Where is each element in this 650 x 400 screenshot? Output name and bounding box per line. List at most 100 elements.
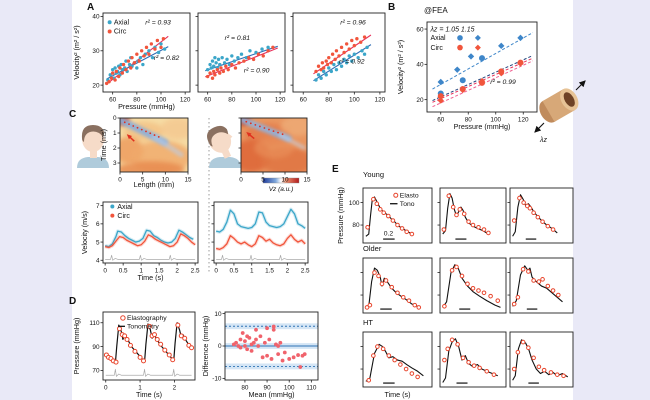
chart-E2: [437, 187, 507, 244]
svg-text:Tono: Tono: [400, 201, 415, 208]
svg-text:60: 60: [437, 117, 445, 124]
chart-C-heat-left: 0 5 10 15 0 1 2 3 Length (mm) Time (ms): [99, 115, 192, 189]
svg-text:1.5: 1.5: [155, 268, 164, 275]
svg-text:120: 120: [275, 97, 286, 104]
svg-text:4: 4: [96, 257, 100, 264]
svg-text:120: 120: [518, 117, 529, 124]
chart-C-vel-left: 0 0.5 1 1.5 2 2.5 4 5 6 7 Time (s) Velocity (m/s) Ax…: [80, 201, 200, 282]
svg-text:90: 90: [264, 385, 272, 392]
svg-text:1: 1: [113, 130, 117, 137]
svg-text:Circ: Circ: [117, 213, 130, 220]
cylinder-lambda-label: λz: [539, 137, 547, 144]
svg-text:Axial: Axial: [117, 204, 133, 211]
svg-text:1: 1: [138, 385, 142, 392]
svg-text:0: 0: [118, 177, 122, 184]
chart-A3: 60 80 100 120 r² = 0.96 r² = 0.92: [290, 12, 386, 104]
svg-text:2.5: 2.5: [191, 268, 200, 275]
chart-E7: Time (s): [360, 331, 433, 399]
panel-c-label: C: [69, 109, 77, 120]
svg-text:r² = 0.93: r² = 0.93: [145, 19, 171, 26]
svg-text:5: 5: [96, 239, 100, 246]
svg-text:5: 5: [141, 177, 145, 184]
chart-A2: 60 80 100 120 r² = 0.81 r² = 0.90: [195, 12, 286, 104]
svg-text:r² = 0.90: r² = 0.90: [244, 68, 270, 75]
fea-title: @FEA: [424, 6, 448, 15]
svg-text:1: 1: [139, 268, 143, 275]
chart-C-heat-right: 0 5 10 15: [238, 117, 311, 184]
panel-e-label: E: [332, 164, 339, 175]
svg-text:100: 100: [284, 385, 295, 392]
svg-text:2: 2: [175, 268, 179, 275]
svg-text:Elasto: Elasto: [400, 192, 419, 199]
row-label-ht: HT: [363, 318, 373, 327]
row-label-older: Older: [363, 244, 382, 253]
chart-E4: [360, 257, 433, 314]
svg-text:0.5: 0.5: [229, 268, 238, 275]
svg-text:80: 80: [465, 117, 473, 124]
svg-text:2: 2: [113, 145, 117, 152]
patient-head-tilted-icon: [207, 125, 241, 168]
svg-text:0: 0: [218, 343, 222, 350]
svg-text:Tonometry: Tonometry: [127, 324, 159, 331]
panel-b-label: B: [388, 2, 396, 13]
svg-text:100: 100: [349, 200, 360, 207]
svg-text:15: 15: [184, 177, 192, 184]
svg-text:40: 40: [416, 62, 424, 69]
svg-text:-10: -10: [212, 376, 222, 383]
svg-text:80: 80: [133, 97, 141, 104]
colorbar-label: Vz (a.u.): [269, 186, 294, 193]
svg-text:1: 1: [250, 268, 254, 275]
svg-text:Elastography: Elastography: [127, 315, 167, 322]
svg-text:110: 110: [89, 320, 100, 327]
patient-head-neutral-icon: [77, 125, 109, 168]
svg-text:10: 10: [281, 177, 289, 184]
chart-E5: [437, 257, 507, 314]
colorbar: Vz (a.u.): [262, 177, 300, 193]
svg-text:Axial: Axial: [430, 35, 446, 42]
svg-text:Pressure (mmHg): Pressure (mmHg): [72, 318, 81, 375]
svg-text:Mean (mmHg): Mean (mmHg): [249, 390, 295, 399]
chart-D2: 80 90 100 110 -10 0 10 Mean (mmHg) Difference (m…: [201, 311, 319, 399]
svg-text:20: 20: [92, 82, 100, 89]
row-label-young: Young: [363, 170, 384, 179]
svg-text:110: 110: [306, 385, 317, 392]
svg-text:r² = 0.92: r² = 0.92: [339, 58, 365, 65]
svg-text:40: 40: [92, 14, 100, 21]
svg-text:r² = 0.81: r² = 0.81: [225, 35, 251, 42]
svg-text:0: 0: [214, 268, 218, 275]
svg-text:Velocity² (m² / s²): Velocity² (m² / s²): [72, 25, 81, 79]
svg-text:2.5: 2.5: [301, 268, 310, 275]
svg-text:0: 0: [113, 115, 117, 122]
svg-text:30: 30: [92, 48, 100, 55]
svg-text:120: 120: [180, 97, 191, 104]
svg-text:r² = 0.96: r² = 0.96: [340, 19, 366, 26]
svg-text:0: 0: [239, 177, 243, 184]
svg-text:15: 15: [303, 177, 311, 184]
svg-text:Axial: Axial: [114, 19, 130, 26]
chart-A1: 60 80 100 120 20 30 40 Pressure (mmHg) Velocity²…: [72, 12, 191, 111]
svg-text:Time (ms): Time (ms): [99, 129, 108, 161]
svg-text:100: 100: [490, 117, 501, 124]
chart-B: 60 80 100 120 20 40 60 Pressure (mmHg) Velocity²…: [396, 21, 538, 131]
svg-text:r² = 0.82: r² = 0.82: [154, 55, 180, 62]
svg-text:100: 100: [156, 97, 167, 104]
svg-text:0: 0: [103, 268, 107, 275]
svg-text:100: 100: [251, 97, 262, 104]
chart-E8: [437, 331, 507, 388]
svg-text:Pressure (mmHg): Pressure (mmHg): [454, 122, 511, 131]
panel-d-label: D: [69, 296, 77, 307]
chart-E1: 80 100 Pressure (mmHg) Elasto Tono 0.2: [336, 187, 433, 244]
svg-text:60: 60: [204, 97, 212, 104]
chart-C-vel-right: 0 0.5 1 1.5 2 2.5: [211, 201, 310, 275]
svg-text:2: 2: [286, 268, 290, 275]
svg-text:Time (s): Time (s): [136, 390, 162, 399]
svg-text:0: 0: [104, 385, 108, 392]
svg-text:90: 90: [92, 344, 100, 351]
artery-cylinder-icon: λz: [534, 80, 586, 144]
svg-text:20: 20: [416, 97, 424, 104]
svg-text:2: 2: [173, 385, 177, 392]
svg-text:Length (mm): Length (mm): [134, 180, 175, 189]
svg-text:6: 6: [96, 221, 100, 228]
chart-E9: [507, 331, 574, 388]
svg-text:λz = 1.05 1.15: λz = 1.05 1.15: [429, 26, 474, 33]
